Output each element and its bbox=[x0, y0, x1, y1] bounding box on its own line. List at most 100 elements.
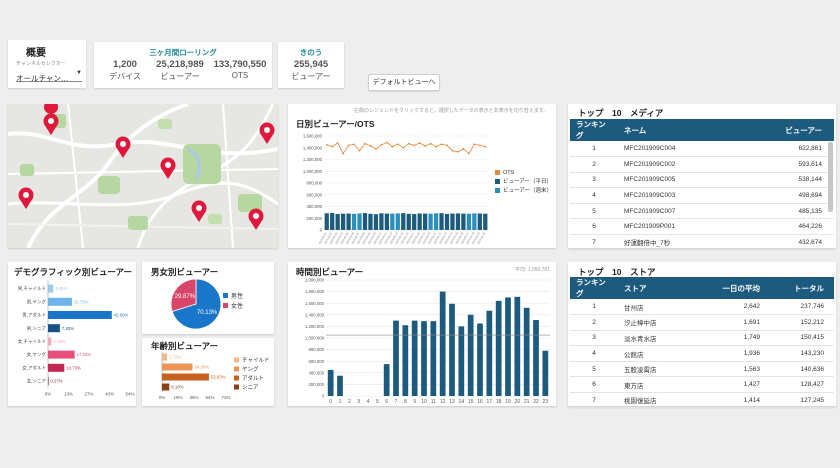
demographic-bar bbox=[48, 297, 72, 306]
data-label: 5.70% bbox=[169, 355, 181, 360]
table-row[interactable]: 7 好運翻倍中_7秒 432,674 bbox=[570, 234, 834, 251]
hour-bar bbox=[337, 375, 343, 396]
table-row[interactable]: 5 MFC201909C007 485,135 bbox=[570, 203, 834, 220]
data-label: 70.13% bbox=[197, 310, 218, 316]
total-cell: 143,230 bbox=[766, 345, 834, 362]
legend-label: ビューアー（平日） bbox=[503, 177, 552, 185]
hour-bar bbox=[495, 300, 502, 396]
rank-cell: 6 bbox=[570, 218, 618, 236]
daily-average-cell: 1,936 bbox=[696, 345, 766, 362]
hour-label: 21 bbox=[524, 399, 530, 405]
hour-label: 19 bbox=[505, 399, 511, 405]
tick-label: 0% bbox=[45, 392, 52, 397]
table-row[interactable]: 1 MFC201909C004 622,861 bbox=[570, 141, 834, 158]
store-cell: 淡水青水店 bbox=[618, 330, 696, 347]
viewer-bar bbox=[379, 213, 384, 230]
legend-swatch bbox=[495, 179, 500, 184]
map-card[interactable] bbox=[8, 104, 278, 248]
date-label: 2019-09-22 bbox=[432, 231, 442, 245]
viewer-bar bbox=[461, 213, 466, 230]
ots-point bbox=[380, 143, 383, 146]
table-row[interactable]: 2 MFC201909C002 593,614 bbox=[570, 156, 834, 173]
col-rank[interactable]: ランキング bbox=[570, 119, 618, 141]
ots-point bbox=[369, 145, 372, 147]
hour-label: 10 bbox=[421, 399, 427, 405]
date-label: 2019-09-13 bbox=[383, 231, 393, 245]
tick-label: 13% bbox=[64, 392, 73, 397]
hour-bar bbox=[542, 350, 549, 396]
col-daily-average[interactable]: 一日の平均 bbox=[696, 277, 766, 299]
legend-male-label: 男性 bbox=[231, 294, 244, 300]
table-row[interactable]: 6 MFC201909P001 464,226 bbox=[570, 218, 834, 236]
table-row[interactable]: 3 MFC201909C005 538,144 bbox=[570, 172, 834, 189]
demographic-bar bbox=[48, 311, 112, 319]
hour-bar bbox=[402, 325, 409, 396]
ots-point bbox=[364, 142, 366, 145]
demographic-bar bbox=[48, 284, 54, 293]
pie-slice bbox=[170, 278, 197, 313]
hour-label: 18 bbox=[496, 399, 502, 405]
viewer-bar bbox=[324, 213, 329, 230]
legend-female[interactable]: 女性 bbox=[223, 301, 243, 310]
daily-average-cell: 1,691 bbox=[696, 314, 766, 331]
total-cell: 152,212 bbox=[766, 314, 834, 331]
age-title: 年齢別ビューアー bbox=[151, 341, 219, 351]
date-label: 2019-09-14 bbox=[389, 231, 399, 245]
col-total[interactable]: トータル bbox=[766, 277, 834, 299]
table-row[interactable]: 6 東方店 1,427 128,427 bbox=[570, 376, 834, 394]
viewer-bar bbox=[477, 213, 482, 230]
data-label: 42.00% bbox=[114, 313, 129, 318]
col-viewers[interactable]: ビューアー bbox=[733, 119, 834, 141]
rank-cell: 6 bbox=[570, 376, 618, 394]
date-label: 2019-09-27 bbox=[460, 231, 470, 245]
hour-label: 4 bbox=[367, 399, 370, 405]
legend-label: OTS bbox=[503, 170, 515, 176]
media-scrollbar[interactable] bbox=[828, 142, 833, 212]
legend-male[interactable]: 男性 bbox=[223, 291, 243, 300]
date-label: 2019-09-19 bbox=[416, 231, 426, 245]
top-store-card: トップ 10 ストア ランキング ストア 一日の平均 トータル 1 甘州店 2,64… bbox=[568, 262, 836, 409]
kpi-ots-unit: OTS bbox=[231, 71, 249, 80]
ots-point bbox=[457, 150, 459, 153]
category-label: 女,チャイルド bbox=[18, 338, 46, 345]
tick-label: 1,200,000 bbox=[303, 157, 323, 162]
col-store[interactable]: ストア bbox=[618, 277, 696, 299]
viewer-bar bbox=[472, 213, 477, 230]
name-cell: MFC201909C005 bbox=[618, 172, 734, 189]
hour-bar bbox=[430, 321, 437, 396]
tick-label: 40% bbox=[105, 392, 114, 397]
table-row[interactable]: 4 公館店 1,936 143,230 bbox=[570, 345, 834, 362]
tick-label: 400,000 bbox=[306, 204, 322, 209]
tick-label: 18% bbox=[173, 395, 182, 400]
viewer-bar bbox=[433, 213, 439, 230]
date-label: 2019-09-16 bbox=[399, 231, 409, 245]
default-view-button[interactable]: デフォルトビューへ bbox=[368, 74, 440, 91]
table-row[interactable]: 5 五股凌霄店 1,563 140,636 bbox=[570, 361, 834, 378]
kpi-yesterday-card: きのう 255,945 ビューアー bbox=[278, 42, 344, 88]
tick-label: 0 bbox=[320, 228, 323, 233]
col-name[interactable]: ネーム bbox=[618, 119, 734, 141]
col-rank[interactable]: ランキング bbox=[570, 277, 618, 299]
table-row[interactable]: 4 MFC201909C003 498,694 bbox=[570, 187, 834, 204]
total-cell: 237,746 bbox=[766, 299, 834, 316]
kpi-viewers-value: 25,218,989 bbox=[156, 59, 204, 70]
ots-point bbox=[473, 143, 476, 146]
table-row[interactable]: 1 甘州店 2,642 237,746 bbox=[570, 299, 834, 316]
category-label: 男,アダルト bbox=[22, 312, 46, 319]
table-row[interactable]: 2 汐止樟中店 1,691 152,212 bbox=[570, 314, 834, 331]
table-row[interactable]: 3 淡水青水店 1,749 150,415 bbox=[570, 330, 834, 347]
store-cell: 五股凌霄店 bbox=[618, 361, 696, 378]
table-row[interactable]: 7 桃園復延店 1,414 127,245 bbox=[570, 392, 834, 409]
date-label: 2019-09-06 bbox=[345, 231, 355, 245]
store-map[interactable] bbox=[8, 104, 278, 248]
tick-label: 600,000 bbox=[306, 192, 322, 197]
age-bar bbox=[162, 373, 209, 381]
hour-bar bbox=[467, 314, 474, 396]
demographic-title: デモグラフィック別ビューアー bbox=[14, 267, 132, 277]
category-label: 男,チャイルド bbox=[18, 286, 46, 292]
date-label: 2019-09-03 bbox=[328, 231, 338, 245]
summary-title: 概要 bbox=[26, 48, 46, 59]
total-cell: 150,415 bbox=[766, 330, 834, 347]
hourly-card: 時間別ビューアー 平均: 1,050,781 2,000,000 1,800,00… bbox=[288, 262, 556, 406]
channel-selector[interactable]: オールチャン… ▼ bbox=[16, 68, 82, 83]
